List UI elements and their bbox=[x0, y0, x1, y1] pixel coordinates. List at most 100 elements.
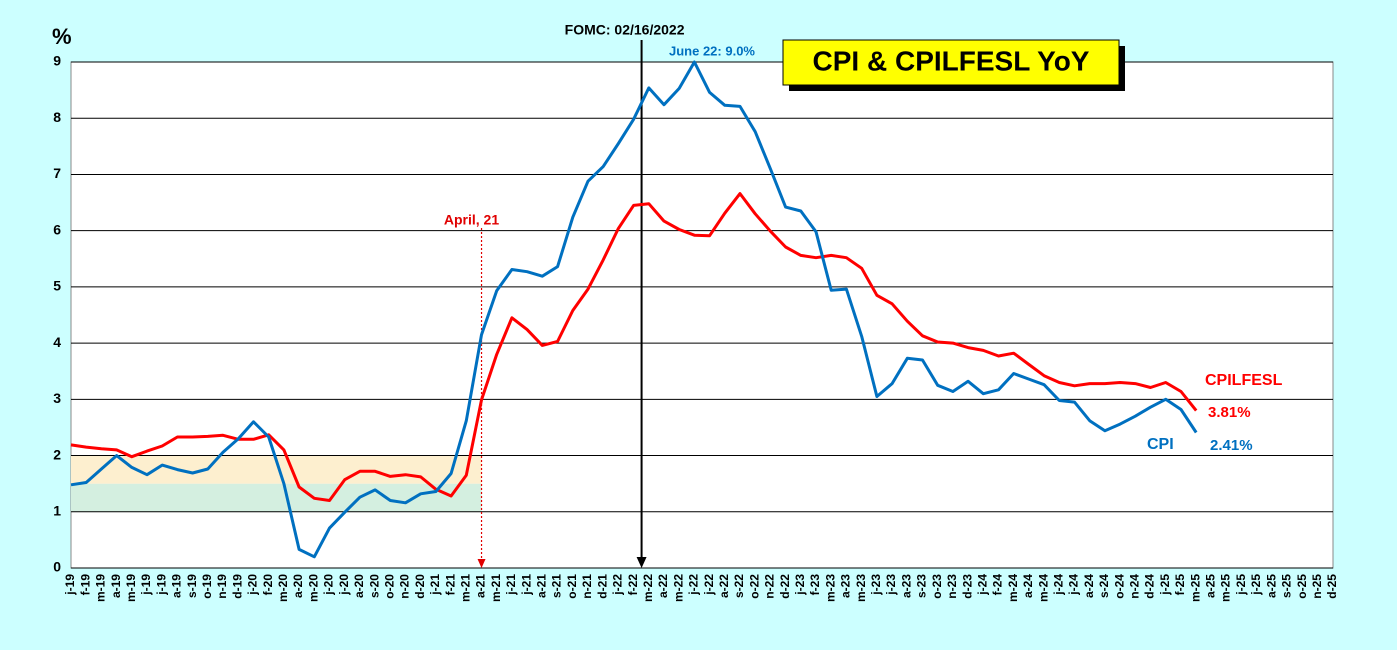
series-line bbox=[70, 60, 1198, 559]
x-tick-label: a-24 bbox=[1082, 574, 1096, 598]
y-tick-label: 8 bbox=[53, 109, 61, 125]
x-tick-label: f-19 bbox=[78, 574, 92, 596]
x-tick-label: a-21 bbox=[474, 574, 488, 598]
x-tick-label: a-21 bbox=[535, 574, 549, 598]
title-box bbox=[782, 39, 1120, 86]
x-tick-label: a-25 bbox=[1264, 574, 1278, 598]
x-tick-label: n-23 bbox=[945, 574, 959, 599]
x-tick-label: o-25 bbox=[1295, 574, 1309, 599]
x-tick-label: m-24 bbox=[1036, 574, 1050, 602]
x-tick-label: j-21 bbox=[519, 574, 533, 596]
x-tick-label: a-20 bbox=[352, 574, 366, 598]
x-tick-label: j-24 bbox=[1067, 574, 1081, 596]
series-line bbox=[70, 192, 1198, 502]
annotation-arrowhead bbox=[477, 559, 486, 568]
x-tick-label: j-22 bbox=[611, 574, 625, 596]
y-tick-label: 9 bbox=[53, 53, 61, 69]
y-tick-label: 7 bbox=[53, 165, 61, 181]
x-tick-label: m-22 bbox=[671, 574, 685, 602]
x-tick-label: s-22 bbox=[732, 574, 746, 598]
chart-title: CPI & CPILFESL YoY bbox=[813, 45, 1090, 76]
end-label: 3.81% bbox=[1208, 404, 1251, 421]
x-tick-label: j-25 bbox=[1249, 574, 1263, 596]
annotation: June 22: 9.0% bbox=[669, 43, 755, 58]
x-tick-label: s-23 bbox=[915, 574, 929, 598]
x-tick-label: j-19 bbox=[63, 574, 77, 596]
x-tick-label: d-24 bbox=[1143, 574, 1157, 599]
annotation: April, 21 bbox=[444, 212, 499, 228]
y-tick-label: 4 bbox=[53, 334, 61, 350]
x-tick-label: s-20 bbox=[367, 574, 381, 598]
x-tick-label: j-20 bbox=[322, 574, 336, 596]
x-tick-label: j-22 bbox=[687, 574, 701, 596]
x-tick-label: o-19 bbox=[200, 574, 214, 599]
x-tick-label: j-24 bbox=[1051, 574, 1065, 596]
x-tick-label: f-23 bbox=[808, 574, 822, 596]
x-tick-label: o-20 bbox=[382, 574, 396, 599]
x-tick-label: d-21 bbox=[595, 574, 609, 599]
x-tick-label: j-23 bbox=[884, 574, 898, 596]
x-tick-label: n-20 bbox=[398, 574, 412, 599]
x-tick-label: j-21 bbox=[428, 574, 442, 596]
y-tick-label: 5 bbox=[53, 278, 61, 294]
x-tick-label: d-20 bbox=[413, 574, 427, 599]
x-tick-label: j-25 bbox=[1234, 574, 1248, 596]
x-tick-label: m-23 bbox=[854, 574, 868, 602]
x-tick-label: a-22 bbox=[717, 574, 731, 598]
x-tick-label: j-21 bbox=[504, 574, 518, 596]
legend-label: CPI bbox=[1147, 436, 1174, 453]
y-tick-label: 3 bbox=[53, 390, 61, 406]
y-tick-label: 6 bbox=[53, 221, 61, 237]
x-tick-label: d-22 bbox=[778, 574, 792, 599]
x-tick-label: o-22 bbox=[747, 574, 761, 599]
x-tick-label: o-21 bbox=[565, 574, 579, 599]
target-band bbox=[71, 483, 482, 512]
x-tick-label: d-19 bbox=[230, 574, 244, 599]
x-tick-label: f-20 bbox=[261, 574, 275, 596]
x-tick-label: f-22 bbox=[626, 574, 640, 596]
x-tick-label: j-22 bbox=[702, 574, 716, 596]
x-tick-label: o-24 bbox=[1112, 574, 1126, 599]
x-tick-label: m-25 bbox=[1188, 574, 1202, 602]
y-tick-label: 2 bbox=[53, 446, 61, 462]
x-tick-label: n-24 bbox=[1128, 574, 1142, 599]
x-tick-label: n-22 bbox=[763, 574, 777, 599]
y-tick-label: 0 bbox=[53, 559, 61, 575]
x-tick-label: d-25 bbox=[1325, 574, 1339, 599]
x-tick-label: a-20 bbox=[291, 574, 305, 598]
x-tick-label: a-23 bbox=[839, 574, 853, 598]
x-tick-label: m-25 bbox=[1219, 574, 1233, 602]
y-axis-label: % bbox=[52, 24, 72, 49]
x-tick-label: j-20 bbox=[246, 574, 260, 596]
x-tick-label: s-19 bbox=[185, 574, 199, 598]
x-tick-label: m-20 bbox=[276, 574, 290, 602]
x-tick-label: m-21 bbox=[489, 574, 503, 602]
x-tick-label: d-23 bbox=[960, 574, 974, 599]
x-tick-label: o-23 bbox=[930, 574, 944, 599]
x-tick-label: f-24 bbox=[991, 574, 1005, 596]
y-tick-label: 1 bbox=[53, 502, 61, 518]
x-tick-label: s-21 bbox=[550, 574, 564, 598]
x-tick-label: s-24 bbox=[1097, 574, 1111, 598]
x-tick-label: j-23 bbox=[793, 574, 807, 596]
legend-label: CPILFESL bbox=[1205, 372, 1283, 389]
x-tick-label: m-19 bbox=[124, 574, 138, 602]
x-tick-label: j-25 bbox=[1158, 574, 1172, 596]
x-tick-label: m-19 bbox=[94, 574, 108, 602]
annotation: FOMC: 02/16/2022 bbox=[565, 22, 685, 38]
x-tick-label: j-24 bbox=[975, 574, 989, 596]
x-tick-label: a-24 bbox=[1021, 574, 1035, 598]
end-label: 2.41% bbox=[1210, 437, 1253, 454]
x-tick-label: f-21 bbox=[443, 574, 457, 596]
x-tick-label: a-22 bbox=[656, 574, 670, 598]
x-tick-label: j-20 bbox=[337, 574, 351, 596]
x-tick-label: m-22 bbox=[641, 574, 655, 602]
x-tick-label: n-19 bbox=[215, 574, 229, 599]
x-tick-label: n-21 bbox=[580, 574, 594, 599]
x-tick-label: m-23 bbox=[823, 574, 837, 602]
x-tick-label: n-25 bbox=[1310, 574, 1324, 599]
x-tick-label: f-25 bbox=[1173, 574, 1187, 596]
x-tick-label: a-19 bbox=[109, 574, 123, 598]
x-tick-label: j-19 bbox=[139, 574, 153, 596]
